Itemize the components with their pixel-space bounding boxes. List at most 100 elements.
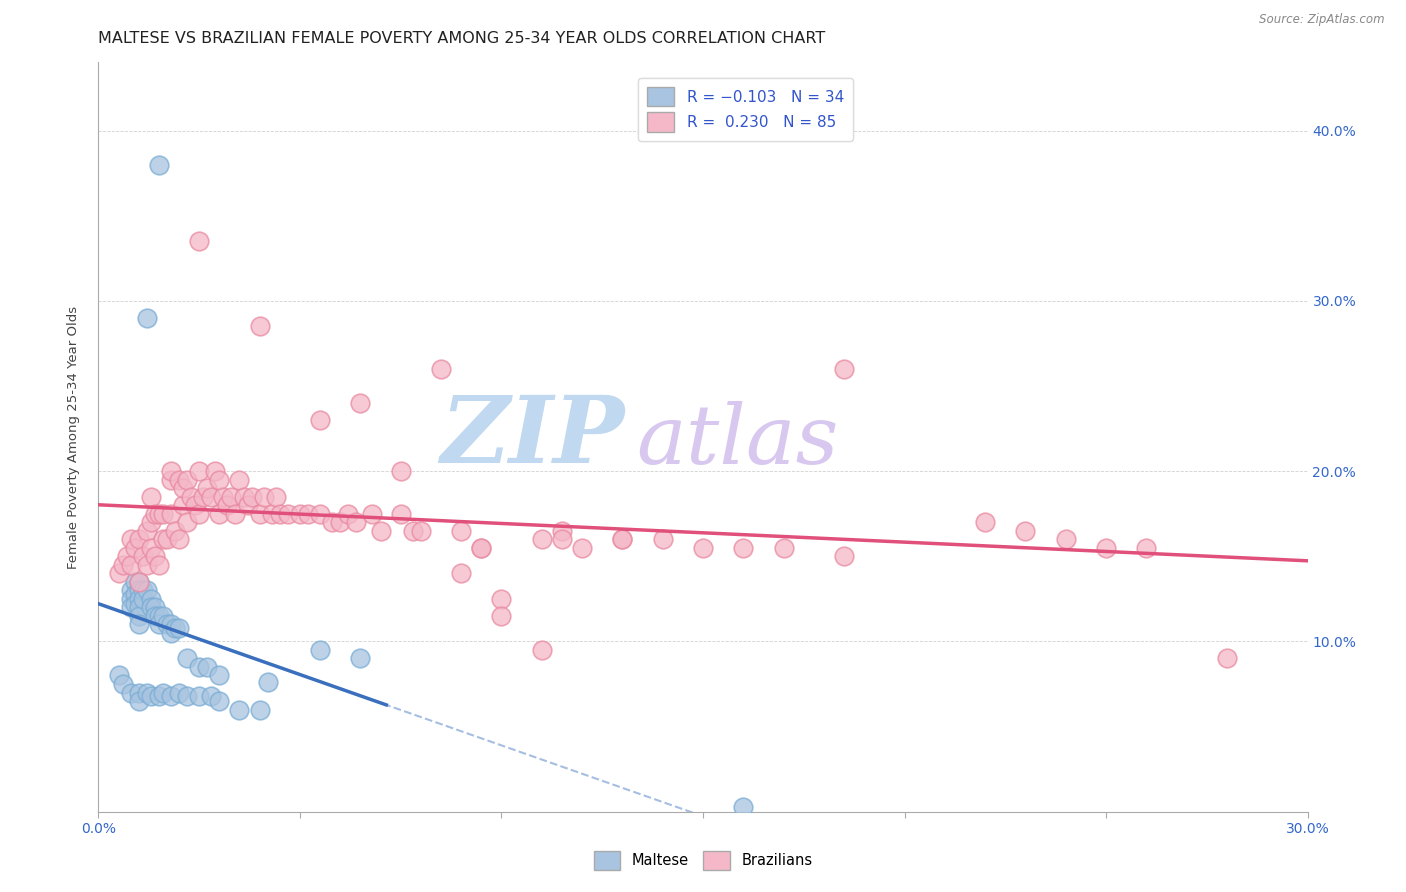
- Point: [128, 608, 150, 623]
- Point: [135, 524, 157, 538]
- Point: [188, 234, 211, 248]
- Point: [329, 515, 352, 529]
- Point: [128, 533, 150, 547]
- Point: [167, 533, 190, 547]
- Point: [107, 668, 129, 682]
- Point: [530, 643, 553, 657]
- Point: [152, 507, 174, 521]
- Point: [160, 626, 183, 640]
- Point: [184, 498, 207, 512]
- Point: [1054, 533, 1077, 547]
- Point: [115, 549, 138, 564]
- Point: [148, 608, 170, 623]
- Point: [470, 541, 492, 555]
- Point: [264, 490, 287, 504]
- Point: [135, 310, 157, 325]
- Point: [228, 702, 250, 716]
- Point: [491, 608, 513, 623]
- Point: [152, 533, 174, 547]
- Point: [249, 319, 271, 334]
- Point: [188, 464, 211, 478]
- Point: [143, 507, 166, 521]
- Point: [160, 464, 183, 478]
- Point: [124, 541, 146, 555]
- Point: [297, 507, 319, 521]
- Point: [124, 587, 146, 601]
- Point: [120, 583, 142, 598]
- Point: [124, 574, 146, 589]
- Point: [361, 507, 384, 521]
- Point: [349, 396, 371, 410]
- Point: [111, 677, 134, 691]
- Point: [253, 490, 276, 504]
- Point: [135, 558, 157, 572]
- Point: [832, 362, 855, 376]
- Point: [733, 541, 755, 555]
- Point: [128, 617, 150, 632]
- Point: [120, 600, 142, 615]
- Point: [180, 490, 202, 504]
- Point: [309, 507, 332, 521]
- Point: [195, 660, 218, 674]
- Point: [120, 558, 142, 572]
- Point: [370, 524, 392, 538]
- Text: Source: ZipAtlas.com: Source: ZipAtlas.com: [1260, 13, 1385, 27]
- Point: [143, 600, 166, 615]
- Point: [208, 507, 231, 521]
- Point: [551, 524, 574, 538]
- Point: [120, 591, 142, 606]
- Point: [143, 608, 166, 623]
- Point: [160, 617, 183, 632]
- Point: [111, 558, 134, 572]
- Point: [224, 507, 246, 521]
- Point: [450, 524, 472, 538]
- Point: [128, 574, 150, 589]
- Point: [389, 464, 412, 478]
- Point: [148, 158, 170, 172]
- Text: atlas: atlas: [637, 401, 839, 481]
- Point: [430, 362, 453, 376]
- Point: [470, 541, 492, 555]
- Point: [139, 689, 162, 703]
- Point: [402, 524, 425, 538]
- Point: [651, 533, 673, 547]
- Point: [349, 651, 371, 665]
- Point: [195, 481, 218, 495]
- Point: [409, 524, 432, 538]
- Point: [176, 651, 198, 665]
- Point: [204, 464, 226, 478]
- Legend: R = −0.103   N = 34, R =  0.230   N = 85: R = −0.103 N = 34, R = 0.230 N = 85: [638, 78, 853, 141]
- Point: [128, 574, 150, 589]
- Point: [128, 600, 150, 615]
- Point: [148, 689, 170, 703]
- Point: [612, 533, 634, 547]
- Point: [692, 541, 714, 555]
- Point: [188, 660, 211, 674]
- Point: [160, 507, 183, 521]
- Point: [1095, 541, 1118, 555]
- Text: ZIP: ZIP: [440, 392, 624, 482]
- Point: [152, 685, 174, 699]
- Point: [128, 591, 150, 606]
- Point: [733, 799, 755, 814]
- Point: [120, 685, 142, 699]
- Point: [188, 689, 211, 703]
- Legend: Maltese, Brazilians: Maltese, Brazilians: [588, 846, 818, 876]
- Point: [143, 549, 166, 564]
- Point: [344, 515, 367, 529]
- Point: [450, 566, 472, 581]
- Point: [139, 600, 162, 615]
- Point: [167, 685, 190, 699]
- Point: [208, 668, 231, 682]
- Point: [269, 507, 291, 521]
- Point: [277, 507, 299, 521]
- Point: [120, 533, 142, 547]
- Point: [571, 541, 593, 555]
- Point: [491, 591, 513, 606]
- Point: [167, 473, 190, 487]
- Point: [163, 621, 186, 635]
- Point: [228, 473, 250, 487]
- Point: [232, 490, 254, 504]
- Point: [772, 541, 794, 555]
- Text: MALTESE VS BRAZILIAN FEMALE POVERTY AMONG 25-34 YEAR OLDS CORRELATION CHART: MALTESE VS BRAZILIAN FEMALE POVERTY AMON…: [98, 31, 825, 46]
